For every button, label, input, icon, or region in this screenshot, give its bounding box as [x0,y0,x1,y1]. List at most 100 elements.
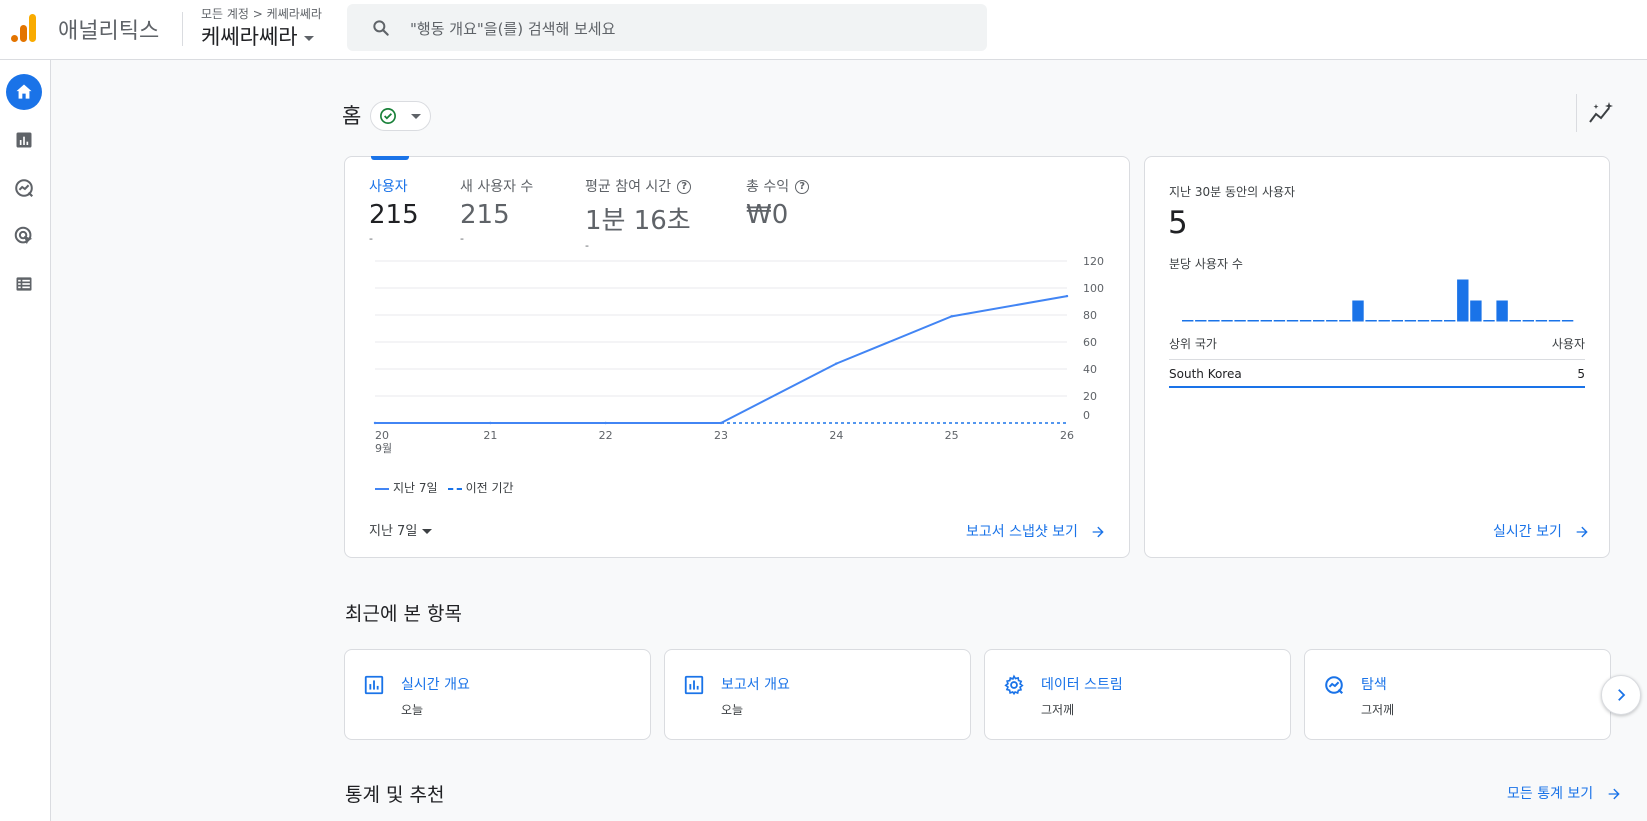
metric-label-text: 총 수익 [746,179,790,195]
data-point [604,421,607,425]
data-point [950,315,953,318]
per-minute-bar[interactable] [1457,279,1469,322]
nav-reports[interactable] [6,122,42,158]
arrow-right-icon [1093,526,1105,538]
users-line-chart: 0 20 40 60 80 100 120 20 21 22 23 24 25 26 9월 [373,257,1104,455]
chevron-down-icon [422,529,433,534]
per-minute-bar [1522,320,1534,322]
metric-value: ₩0 [746,200,789,230]
header-divider [182,12,183,46]
explore-icon [1325,676,1344,695]
metric-tab[interactable]: 평균 참여 시간? 1분 16초 - [585,176,692,252]
left-nav [0,60,51,821]
help-icon[interactable]: ? [795,180,810,194]
country-share-bar [1169,386,1585,388]
per-minute-bar [1221,320,1233,322]
nav-configure[interactable] [6,266,42,302]
y-tick-label: 80 [1083,309,1097,322]
legend-solid-swatch [375,487,389,490]
overview-card: 사용자 215 - 새 사용자 수 215 - 평균 참여 시간? 1분 16초 - 총 수익? ₩… [344,156,1130,558]
per-minute-bar [1313,320,1325,322]
country-name: South Korea [1169,367,1242,381]
per-minute-bar [1195,320,1207,322]
recent-item-title: 실시간 개요 [401,677,470,693]
chevron-down-icon [411,114,421,119]
per-minute-bar[interactable] [1470,300,1482,322]
next-button[interactable] [1601,675,1641,715]
y-tick-label: 120 [1083,257,1104,268]
property-name: 케쎄라쎄라 [201,25,298,49]
view-report-snapshot-label: 보고서 스냅샷 보기 [966,524,1078,540]
view-realtime-label: 실시간 보기 [1493,524,1562,540]
breadcrumb[interactable]: 모든 계정 > 케쎄라쎄라 [201,7,322,21]
x-tick-label: 20 [375,429,389,442]
legend-item-current: 지난 7일 [375,479,438,496]
x-tick-label: 24 [829,429,843,442]
explore-icon [15,179,34,198]
recent-section-title: 최근에 본 항목 [345,603,462,625]
per-minute-bar [1444,320,1456,322]
bar-chart-icon [684,675,704,695]
x-tick-label: 22 [599,429,613,442]
metric-tab[interactable]: 총 수익? ₩0 [746,176,810,232]
per-minute-bar [1548,320,1561,322]
arrow-right-icon [1608,788,1620,800]
top-countries-header: 상위 국가 [1169,337,1217,351]
x-tick-label: 26 [1060,429,1074,442]
search-bar[interactable]: "행동 개요"을(를) 검색해 보세요 [347,4,987,51]
recent-item-card[interactable]: 보고서 개요 오늘 [664,649,971,740]
legend-dashed-swatch [447,487,462,490]
per-minute-bar [1286,320,1299,322]
nav-advertising[interactable] [6,218,42,254]
per-minute-bar[interactable] [1352,300,1364,322]
view-report-snapshot-link[interactable]: 보고서 스냅샷 보기 [966,521,1106,541]
per-minute-bar[interactable] [1496,300,1508,322]
metric-label: 평균 참여 시간? [585,176,692,196]
metric-label: 사용자 [369,176,419,196]
header-divider [1576,94,1577,132]
x-tick-label: 25 [945,429,959,442]
per-minute-bar [1535,320,1548,322]
realtime-title: 지난 30분 동안의 사용자 [1169,185,1296,199]
analytics-logo-icon[interactable] [10,12,38,44]
per-minute-bar [1404,320,1417,322]
per-minute-bar [1339,320,1351,322]
check-circle-icon [380,108,396,124]
y-tick-label: 60 [1083,336,1097,349]
country-users: 5 [1577,367,1585,381]
per-minute-bar [1234,320,1246,322]
date-range-dropdown[interactable]: 지난 7일 [369,520,433,539]
data-point [489,421,492,425]
metric-label-text: 평균 참여 시간 [585,179,672,195]
help-icon[interactable]: ? [677,180,692,194]
per-minute-bar [1365,320,1377,322]
recent-item-title: 보고서 개요 [721,677,790,693]
data-point [373,421,377,425]
metric-tab[interactable]: 사용자 215 - [369,176,419,245]
per-minute-bar [1417,320,1430,322]
nav-explore[interactable] [6,170,42,206]
metric-delta: - [369,232,373,245]
metric-tab[interactable]: 새 사용자 수 215 - [460,176,533,245]
per-minute-bar [1483,320,1495,322]
recent-item-card[interactable]: 실시간 개요 오늘 [344,649,651,740]
per-minute-bar [1208,320,1220,322]
nav-home[interactable] [6,74,42,110]
chevron-down-icon [303,35,314,41]
recent-item-card[interactable]: 데이터 스트림 그저께 [984,649,1291,740]
x-sub-label: 9월 [375,442,392,455]
view-realtime-link[interactable]: 실시간 보기 [1493,521,1590,541]
view-all-insights-link[interactable]: 모든 통계 보기 [1507,783,1622,803]
insights-icon[interactable] [1584,98,1616,130]
app-name: 애널리틱스 [58,19,160,44]
per-minute-bar [1430,320,1443,322]
property-selector[interactable]: 케쎄라쎄라 [201,21,314,51]
realtime-user-count: 5 [1168,205,1188,241]
per-minute-bar-chart [1182,279,1574,322]
data-status-chip[interactable] [370,101,431,131]
recent-item-card[interactable]: 탐색 그저께 [1304,649,1611,740]
top-bar: 애널리틱스 모든 계정 > 케쎄라쎄라 케쎄라쎄라 "행동 개요"을(를) 검색… [0,0,1647,60]
per-minute-bar [1182,320,1194,322]
per-minute-bar [1561,320,1574,322]
insights-section-title: 통계 및 추천 [345,784,445,806]
